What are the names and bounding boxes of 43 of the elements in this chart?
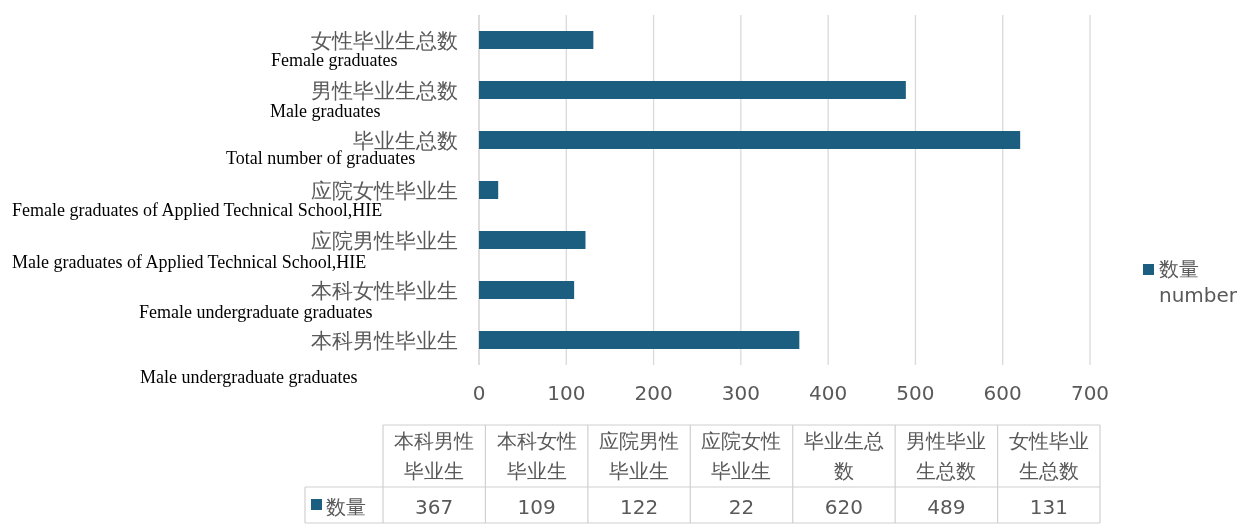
- y-tick-label: 本科男性毕业生: [311, 329, 458, 353]
- bar: [479, 231, 586, 249]
- data-label: 109: [517, 495, 556, 519]
- bar: [479, 31, 594, 49]
- x-tick-label: 500: [896, 381, 935, 405]
- text: Female graduates of Applied Technical School,HIE: [12, 200, 383, 220]
- legend-label: 数量: [326, 495, 366, 519]
- data-label: 122: [619, 495, 659, 519]
- y-tick-label: 应院男性毕业生: [311, 229, 458, 253]
- bar: [479, 331, 800, 349]
- data-label: 489: [927, 495, 966, 519]
- text: Male graduates: [270, 101, 381, 121]
- text: Female graduates: [271, 50, 398, 70]
- x-tick-label: 100: [547, 381, 586, 405]
- x-tick-label: 200: [634, 381, 673, 405]
- category-label: 毕业生总数: [802, 428, 885, 485]
- bar: [479, 81, 906, 99]
- category-label: 女性毕业生总数: [1007, 428, 1090, 485]
- legend-label: 数量: [1159, 257, 1199, 281]
- text: Male undergraduate graduates: [140, 367, 358, 387]
- y-tick-label: 男性毕业生总数: [311, 79, 458, 103]
- x-tick-label: 600: [983, 381, 1022, 405]
- category-label: 应院男性毕业生: [598, 428, 681, 485]
- data-label: 131: [1029, 495, 1068, 519]
- text: Male graduates of Applied Technical School,HIE: [12, 252, 367, 272]
- x-tick-label: 400: [809, 381, 848, 405]
- bar: [479, 281, 575, 299]
- data-label: 367: [415, 495, 454, 519]
- y-tick-label: 本科女性毕业生: [311, 279, 458, 303]
- bar: [479, 131, 1021, 149]
- bar: [479, 181, 499, 199]
- x-tick-label: 700: [1070, 381, 1110, 405]
- y-tick-label: 应院女性毕业生: [311, 179, 458, 203]
- data-label: 22: [728, 495, 755, 519]
- x-tick-label: 300: [721, 381, 760, 405]
- text: number: [1159, 283, 1238, 307]
- y-tick-label: 女性毕业生总数: [311, 29, 458, 53]
- category-label: 本科女性毕业生: [495, 428, 578, 485]
- x-tick-label: 0: [472, 381, 486, 405]
- data-label: 620: [824, 495, 864, 519]
- category-label: 应院女性毕业生: [700, 428, 783, 485]
- category-label: 男性毕业生总数: [905, 428, 988, 485]
- text: Female undergraduate graduates: [139, 302, 373, 322]
